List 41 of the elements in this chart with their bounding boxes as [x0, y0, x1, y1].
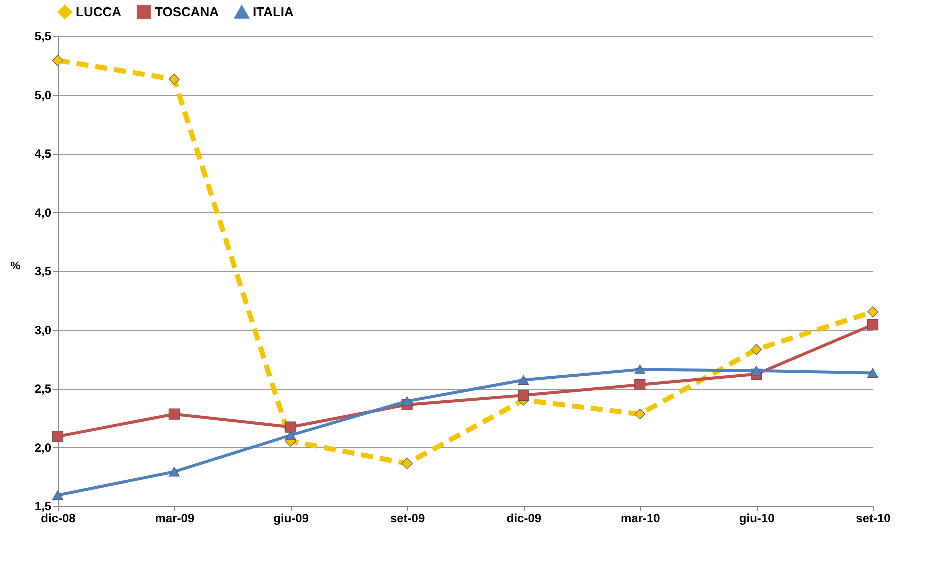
point: [402, 458, 413, 470]
y-tick-label: 5,5: [34, 30, 52, 44]
legend-label: TOSCANA: [155, 4, 220, 20]
point: [518, 375, 530, 386]
point: [168, 408, 180, 420]
point: [168, 74, 180, 86]
y-tick-label: 4,0: [34, 206, 52, 220]
point: [518, 390, 530, 402]
x-tick-label: set-09: [390, 512, 426, 526]
y-tick-label: 3,0: [34, 323, 52, 338]
x-tick-label: mar-09: [155, 512, 195, 526]
x-tick-label: set-10: [856, 512, 892, 526]
point: [867, 306, 879, 318]
point: [867, 320, 879, 331]
point: [634, 379, 646, 391]
legend-label: ITALIA: [253, 4, 295, 20]
point: [52, 55, 64, 66]
point: [52, 490, 64, 500]
x-tick-label: mar-10: [620, 512, 661, 526]
x-tick-label: giu-10: [739, 512, 776, 526]
y-tick-label: 4,5: [34, 147, 52, 161]
x-tick-label: dic-09: [506, 512, 542, 526]
point: [285, 422, 296, 433]
point: [168, 467, 180, 477]
y-axis-title: %: [10, 260, 21, 272]
point: [751, 366, 762, 376]
point: [52, 431, 64, 442]
y-tick-label: 2,0: [34, 440, 52, 455]
point: [634, 364, 646, 375]
x-tick-label: dic-08: [41, 512, 76, 526]
y-tick-label: 1,5: [34, 500, 52, 514]
legend-label: LUCCA: [76, 4, 122, 20]
y-tick-label: 2,5: [34, 382, 52, 396]
point: [751, 344, 762, 356]
y-tick-label: 3,5: [34, 264, 52, 278]
x-tick-label: giu-09: [274, 512, 310, 526]
y-tick-label: 5,0: [34, 88, 52, 102]
point: [285, 430, 296, 440]
point: [402, 396, 413, 406]
point: [867, 368, 879, 378]
point: [634, 408, 646, 420]
